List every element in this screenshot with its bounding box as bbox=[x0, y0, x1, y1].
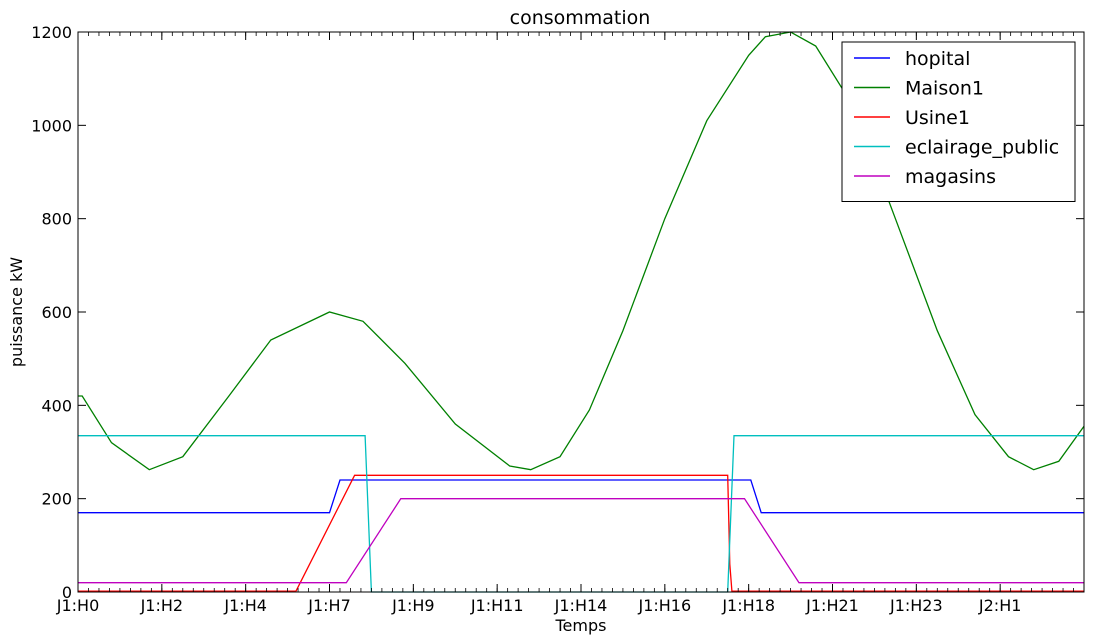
y-tick-label: 0 bbox=[62, 583, 72, 602]
series-line-hopital bbox=[78, 479, 1084, 514]
x-tick-label: J1:H16 bbox=[637, 596, 691, 615]
x-tick-label: J1:H18 bbox=[721, 596, 775, 615]
y-tick-label: 400 bbox=[41, 396, 72, 415]
legend-label-Usine1: Usine1 bbox=[905, 107, 970, 129]
series-line-Maison1 bbox=[78, 31, 1085, 471]
series-line-magasins bbox=[78, 498, 1084, 584]
series-line-Usine1 bbox=[78, 474, 1084, 592]
y-tick-label: 1200 bbox=[31, 23, 72, 42]
legend-box bbox=[841, 41, 1076, 202]
chart-title: consommation bbox=[510, 7, 651, 29]
y-tick-label: 200 bbox=[41, 490, 72, 509]
x-tick-label: J1:H21 bbox=[805, 596, 859, 615]
axis-ticks bbox=[77, 31, 1085, 593]
y-tick-label: 600 bbox=[41, 303, 72, 322]
legend-label-magasins: magasins bbox=[905, 166, 996, 188]
legend-label-Maison1: Maison1 bbox=[905, 78, 984, 100]
legend-label-eclairage_public: eclairage_public bbox=[905, 137, 1059, 159]
y-tick-label: 1000 bbox=[31, 116, 72, 135]
x-tick-label: J1:H14 bbox=[554, 596, 608, 615]
x-axis-label: Temps bbox=[555, 616, 607, 635]
x-tick-label: J1:H7 bbox=[307, 596, 351, 615]
x-tick-label: J1:H2 bbox=[140, 596, 184, 615]
legend: hopital Maison1 Usine1 eclairage_publicmaga… bbox=[841, 41, 1076, 202]
legend-label-hopital: hopital bbox=[905, 48, 970, 70]
plot-series bbox=[78, 31, 1085, 593]
x-tick-label: J2:H1 bbox=[978, 596, 1022, 615]
x-tick-label: J1:H4 bbox=[223, 596, 267, 615]
axis-tick-labels: J1:H0 J1:H2 J1:H4 J1:H7 J1:H9 J1:H11 J1:H14 J1:… bbox=[31, 23, 1021, 615]
y-axis-label: puissance kW bbox=[7, 257, 26, 367]
x-tick-label: J1:H0 bbox=[56, 596, 100, 615]
x-tick-label: J1:H11 bbox=[470, 596, 524, 615]
x-tick-label: J1:H9 bbox=[391, 596, 435, 615]
x-tick-label: J1:H23 bbox=[889, 596, 943, 615]
series-line-eclairage_public bbox=[78, 435, 1084, 593]
y-tick-label: 800 bbox=[41, 210, 72, 229]
